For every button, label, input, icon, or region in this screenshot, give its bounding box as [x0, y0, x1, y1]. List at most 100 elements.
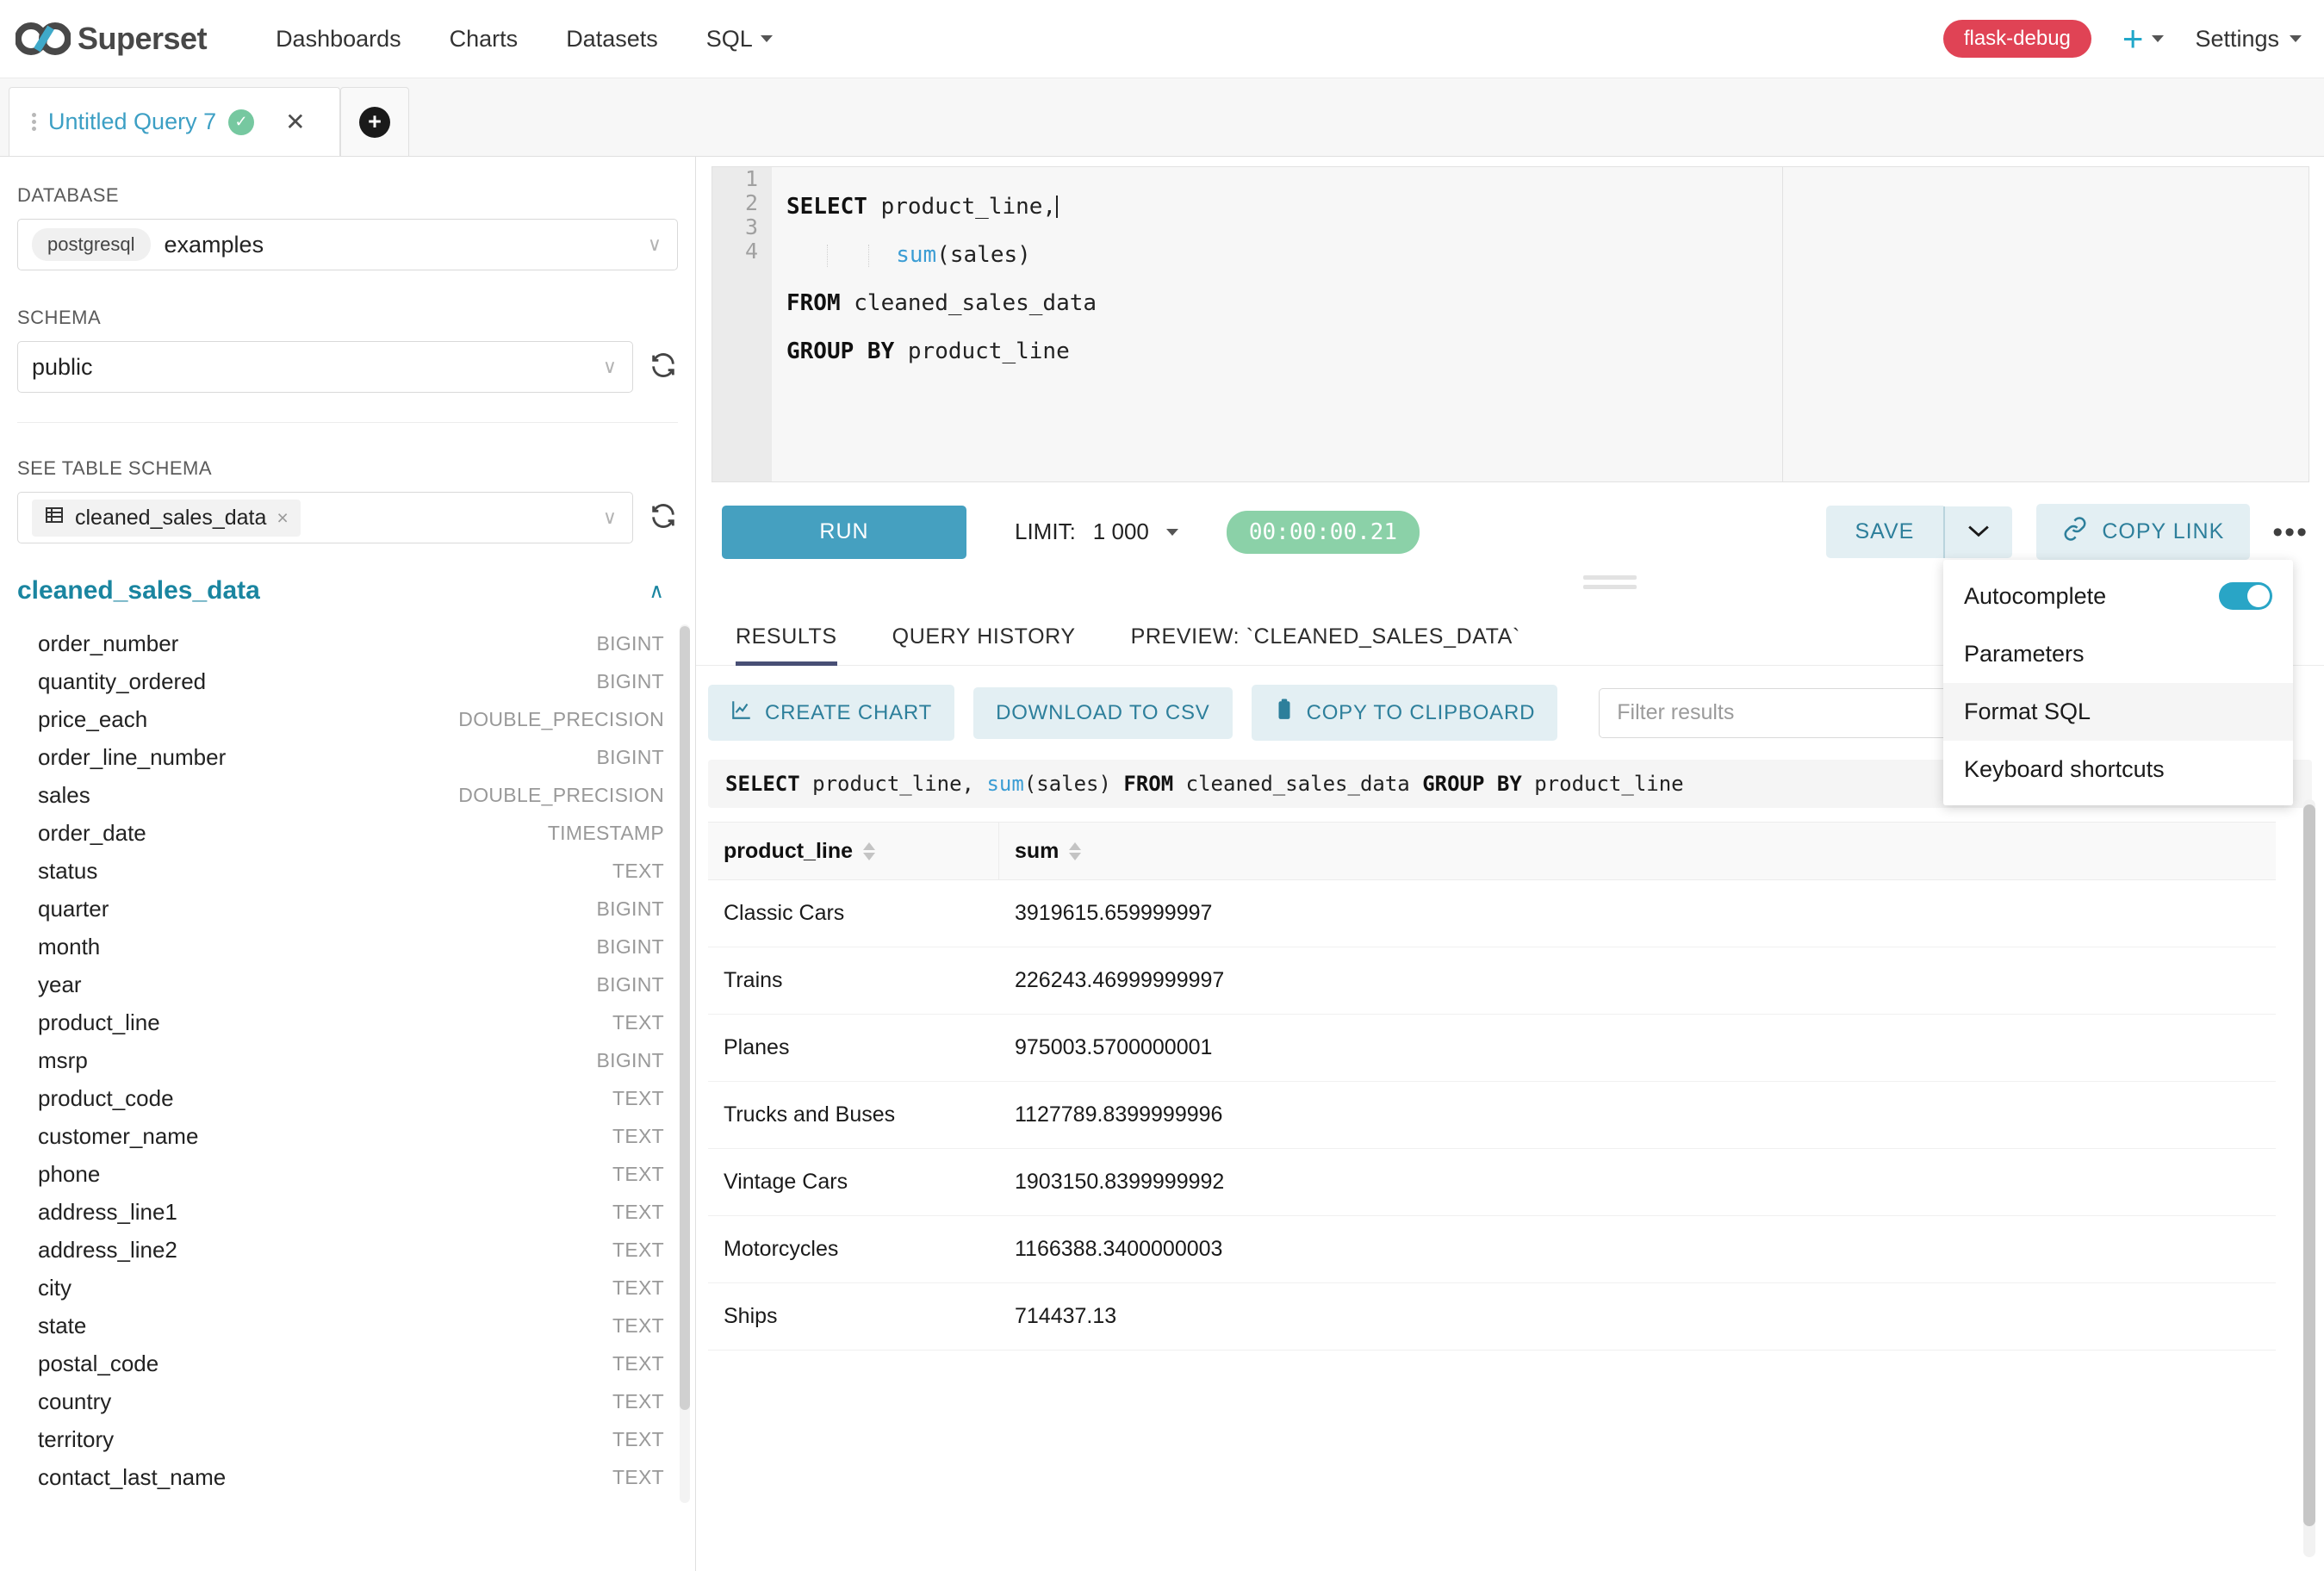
close-icon[interactable]: ✕	[285, 109, 306, 135]
tab-query-history[interactable]: QUERY HISTORY	[892, 624, 1076, 649]
column-header-label: sum	[1015, 838, 1059, 863]
table-cell: Classic Cars	[724, 901, 845, 925]
nav-datasets[interactable]: Datasets	[542, 26, 682, 53]
download-csv-button[interactable]: DOWNLOAD TO CSV	[973, 686, 1233, 739]
autocomplete-toggle[interactable]	[2219, 582, 2272, 610]
column-row[interactable]: quantity_ordered BIGINT	[0, 662, 673, 700]
column-row[interactable]: year BIGINT	[0, 966, 673, 1003]
new-menu-button[interactable]: +	[2122, 21, 2165, 57]
create-chart-button[interactable]: CREATE CHART	[708, 685, 955, 741]
column-type: DOUBLE_PRECISION	[458, 783, 664, 806]
column-row[interactable]: order_number BIGINT	[0, 624, 673, 662]
column-row[interactable]: order_line_number BIGINT	[0, 738, 673, 776]
brand-logo[interactable]: Superset	[16, 21, 208, 57]
nav-dashboards[interactable]: Dashboards	[252, 26, 426, 53]
copy-link-button[interactable]: COPY LINK	[2036, 504, 2251, 560]
flask-debug-badge: flask-debug	[1942, 20, 2091, 58]
sql-code-area[interactable]: SELECT product_line, sum(sales) FROM cle…	[786, 194, 1097, 364]
refresh-table-icon[interactable]	[649, 501, 678, 535]
column-row[interactable]: address_line2 TEXT	[0, 1231, 673, 1269]
column-row[interactable]: price_each DOUBLE_PRECISION	[0, 700, 673, 738]
column-row[interactable]: product_code TEXT	[0, 1079, 673, 1117]
table-select[interactable]: cleaned_sales_data × ∨	[17, 492, 633, 543]
nav-sql-label: SQL	[705, 25, 753, 52]
schema-select[interactable]: public ∨	[17, 341, 633, 393]
column-row[interactable]: msrp BIGINT	[0, 1041, 673, 1079]
column-row[interactable]: sales DOUBLE_PRECISION	[0, 776, 673, 814]
table-row[interactable]: Planes 975003.5700000001	[708, 1015, 2276, 1082]
column-name: territory	[38, 1425, 115, 1452]
copy-clipboard-button[interactable]: COPY TO CLIPBOARD	[1251, 685, 1558, 741]
run-button[interactable]: RUN	[722, 505, 966, 559]
database-select[interactable]: postgresql examples ∨	[17, 219, 678, 270]
column-row[interactable]: phone TEXT	[0, 1155, 673, 1193]
column-row[interactable]: territory TEXT	[0, 1420, 673, 1458]
drag-handle-icon[interactable]	[32, 113, 36, 131]
column-type: TEXT	[612, 1200, 664, 1223]
column-type: TEXT	[612, 1351, 664, 1375]
remove-table-icon[interactable]: ×	[277, 506, 289, 529]
results-scrollbar-thumb[interactable]	[2303, 804, 2315, 1526]
save-button[interactable]: SAVE	[1825, 506, 1944, 558]
limit-dropdown[interactable]: LIMIT: 1 000	[1015, 518, 1178, 545]
table-row[interactable]: Classic Cars 3919615.659999997	[708, 880, 2276, 947]
menu-item-label: Format SQL	[1964, 699, 2091, 724]
menu-item-autocomplete[interactable]: Autocomplete	[1943, 567, 2293, 625]
table-row[interactable]: Trains 226243.46999999997	[708, 947, 2276, 1015]
download-csv-label: DOWNLOAD TO CSV	[996, 700, 1210, 724]
column-row[interactable]: customer_name TEXT	[0, 1117, 673, 1155]
line-chart-icon	[730, 699, 753, 727]
column-type: BIGINT	[596, 897, 664, 920]
column-type: TEXT	[612, 1276, 664, 1299]
column-row[interactable]: quarter BIGINT	[0, 890, 673, 928]
column-scrollbar-thumb[interactable]	[680, 626, 690, 1410]
menu-item-label: Autocomplete	[1964, 582, 2107, 609]
query-tab-untitled-query-7[interactable]: Untitled Query 7 ✓ ✕	[9, 87, 340, 156]
tab-results[interactable]: RESULTS	[708, 624, 865, 666]
schema-label: SCHEMA	[17, 307, 102, 328]
schema-select-row: public ∨	[0, 341, 695, 393]
editor-resize-handle[interactable]	[1583, 575, 1637, 591]
column-type: BIGINT	[596, 669, 664, 692]
table-row[interactable]: Vintage Cars 1903150.8399999992	[708, 1149, 2276, 1216]
column-name: month	[38, 933, 101, 959]
editor-options-dropdown: Autocomplete Parameters Format SQL Keybo…	[1943, 560, 2293, 805]
results-table-header: product_line sum	[708, 822, 2276, 880]
column-row[interactable]: order_date TIMESTAMP	[0, 814, 673, 852]
column-row[interactable]: state TEXT	[0, 1307, 673, 1344]
column-row[interactable]: product_line TEXT	[0, 1003, 673, 1041]
table-row[interactable]: Motorcycles 1166388.3400000003	[708, 1216, 2276, 1283]
sort-icon[interactable]	[863, 841, 876, 860]
table-row[interactable]: Ships 714437.13	[708, 1283, 2276, 1351]
tab-preview-table[interactable]: PREVIEW: `CLEANED_SALES_DATA`	[1130, 624, 1520, 649]
column-row[interactable]: country TEXT	[0, 1382, 673, 1420]
settings-menu-button[interactable]: Settings	[2195, 26, 2302, 53]
column-row[interactable]: contact_last_name TEXT	[0, 1458, 673, 1496]
column-row[interactable]: status TEXT	[0, 852, 673, 890]
column-row[interactable]: address_line1 TEXT	[0, 1193, 673, 1231]
new-query-tab-button[interactable]: +	[340, 87, 409, 156]
table-schema-header[interactable]: cleaned_sales_data ∧	[0, 576, 695, 605]
column-row[interactable]: month BIGINT	[0, 928, 673, 966]
nav-charts[interactable]: Charts	[426, 26, 543, 53]
column-row[interactable]: city TEXT	[0, 1269, 673, 1307]
table-cell: Planes	[724, 1035, 790, 1059]
menu-item-keyboard-shortcuts[interactable]: Keyboard shortcuts	[1943, 741, 2293, 798]
column-row[interactable]: postal_code TEXT	[0, 1344, 673, 1382]
sort-icon[interactable]	[1069, 841, 1082, 860]
column-name: contact_last_name	[38, 1463, 227, 1490]
column-type: TEXT	[612, 1465, 664, 1488]
menu-item-format-sql[interactable]: Format SQL	[1943, 683, 2293, 741]
column-header-product-line[interactable]: product_line	[708, 822, 999, 880]
refresh-schema-icon[interactable]	[649, 351, 678, 384]
table-cell: 1166388.3400000003	[1015, 1237, 1223, 1261]
column-header-sum[interactable]: sum	[999, 839, 2276, 864]
save-split-button: SAVE	[1825, 506, 2013, 558]
save-dropdown-button[interactable]	[1943, 506, 2013, 558]
table-row[interactable]: Trucks and Buses 1127789.8399999996	[708, 1082, 2276, 1149]
menu-item-parameters[interactable]: Parameters	[1943, 625, 2293, 683]
more-options-button[interactable]: •••	[2272, 515, 2308, 549]
nav-sql[interactable]: SQL	[682, 26, 797, 53]
